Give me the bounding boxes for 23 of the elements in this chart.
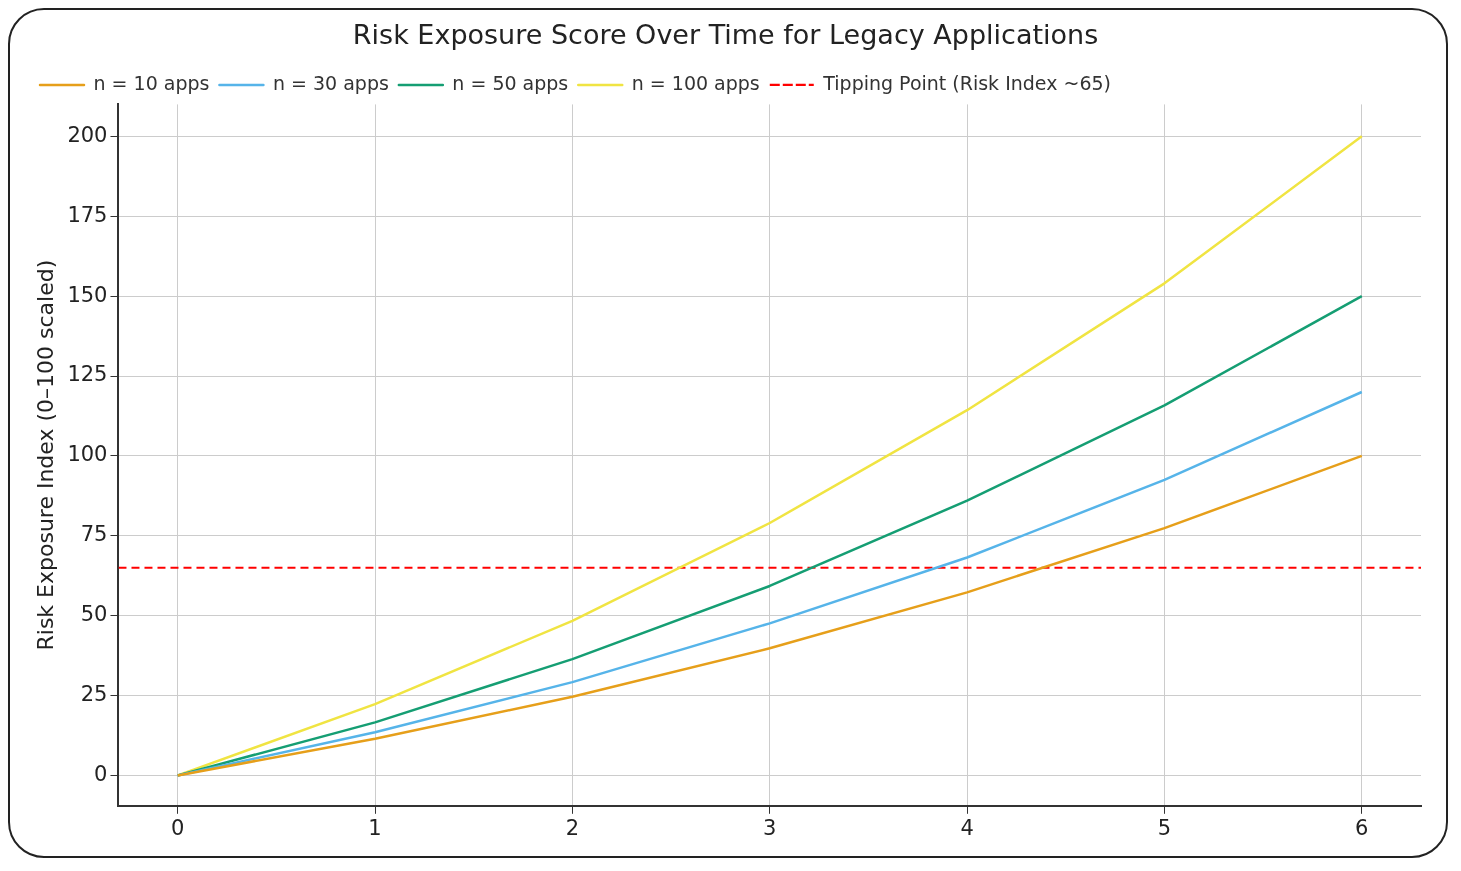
x-tick-label: 0 [171, 815, 185, 840]
x-tick-label: 1 [368, 815, 382, 840]
y-tick-label: 50 [80, 602, 108, 627]
x-tick-label: 5 [1157, 815, 1172, 840]
legend-label: n = 50 apps [452, 71, 569, 94]
x-tick-label: 6 [1355, 815, 1369, 840]
legend-label: Tipping Point (Risk Index ~65) [822, 71, 1112, 94]
x-tick-label: 3 [763, 815, 777, 840]
y-tick-label: 100 [67, 442, 108, 467]
y-tick-label: 75 [80, 522, 108, 547]
y-tick-label: 25 [80, 682, 108, 707]
y-tick-label: 150 [67, 282, 108, 307]
chart-title: Risk Exposure Score Over Time for Legacy Applications [352, 19, 1099, 51]
x-tick-label: 2 [565, 815, 580, 840]
y-axis-title: Risk Exposure Index (0–100 scaled) [32, 259, 58, 651]
y-tick-label: 200 [67, 122, 108, 147]
legend-label: n = 10 apps [93, 71, 210, 94]
y-tick-label: 0 [94, 761, 108, 786]
y-tick-label: 125 [67, 362, 108, 387]
y-tick-label: 175 [67, 202, 108, 227]
x-tick-label: 4 [960, 815, 974, 840]
legend-label: n = 100 apps [631, 71, 760, 94]
legend-label: n = 30 apps [272, 71, 389, 94]
